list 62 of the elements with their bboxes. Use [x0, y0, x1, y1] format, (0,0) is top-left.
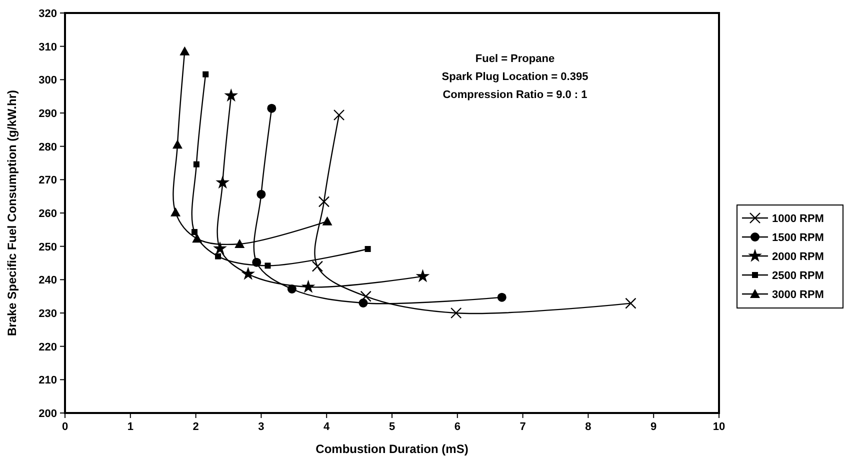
point — [267, 104, 276, 113]
x-tick-label: 2 — [192, 421, 199, 433]
legend-label: 3000 RPM — [772, 289, 824, 301]
point — [216, 175, 230, 189]
point — [193, 161, 200, 168]
point — [241, 266, 256, 280]
point — [322, 216, 332, 226]
point — [234, 239, 245, 248]
x-tick-label: 3 — [258, 421, 264, 433]
legend-label: 1500 RPM — [772, 232, 824, 244]
y-tick-label: 220 — [38, 341, 57, 354]
y-tick-label: 280 — [38, 141, 57, 154]
point — [333, 109, 345, 121]
point — [450, 307, 462, 319]
x-tick-label: 1 — [127, 421, 134, 433]
y-tick-label: 200 — [38, 408, 57, 420]
point — [416, 269, 430, 282]
x-tick-label: 5 — [388, 421, 396, 433]
y-tick-label: 210 — [38, 374, 57, 387]
x-tick-label: 9 — [650, 421, 657, 433]
legend-label: 2500 RPM — [772, 270, 824, 282]
point — [180, 46, 190, 56]
point — [364, 246, 371, 252]
point — [625, 298, 636, 309]
x-tick-label: 6 — [454, 421, 460, 433]
point — [497, 292, 506, 302]
y-tick-label: 230 — [38, 308, 57, 320]
y-tick-label: 290 — [38, 108, 57, 120]
point — [170, 207, 181, 216]
legend-label: 2000 RPM — [772, 251, 824, 263]
legend-label: 1000 RPM — [772, 213, 824, 225]
point — [312, 260, 324, 272]
x-tick-label: 0 — [62, 421, 68, 433]
point — [215, 253, 222, 260]
point — [192, 234, 202, 243]
point — [172, 140, 182, 149]
point — [191, 229, 198, 235]
point — [202, 71, 209, 78]
annotation: Spark Plug Location = 0.395 — [442, 71, 588, 83]
annotation: Fuel = Propane — [475, 53, 555, 65]
x-tick-label: 8 — [585, 421, 592, 433]
y-tick-label: 240 — [38, 274, 57, 287]
y-tick-label: 310 — [38, 41, 57, 54]
y-tick-label: 300 — [38, 74, 57, 87]
point — [301, 280, 316, 293]
y-tick-label: 270 — [38, 174, 57, 187]
point — [264, 262, 271, 269]
x-tick-label: 7 — [520, 421, 526, 433]
point — [358, 298, 368, 308]
x-tick-label: 10 — [712, 421, 726, 433]
y-tick-label: 260 — [38, 208, 57, 220]
point — [213, 241, 227, 255]
point — [360, 290, 372, 302]
y-axis-title: Brake Specific Fuel Consumption (g/kW.hr) — [5, 90, 19, 336]
y-tick-label: 320 — [38, 8, 57, 20]
point — [318, 196, 330, 208]
point — [224, 88, 238, 102]
x-tick-label: 4 — [324, 421, 331, 433]
y-tick-label: 250 — [38, 241, 57, 254]
x-axis-title: Combustion Duration (mS) — [316, 442, 468, 456]
point — [256, 190, 266, 199]
annotation: Compression Ratio = 9.0 : 1 — [442, 89, 588, 101]
